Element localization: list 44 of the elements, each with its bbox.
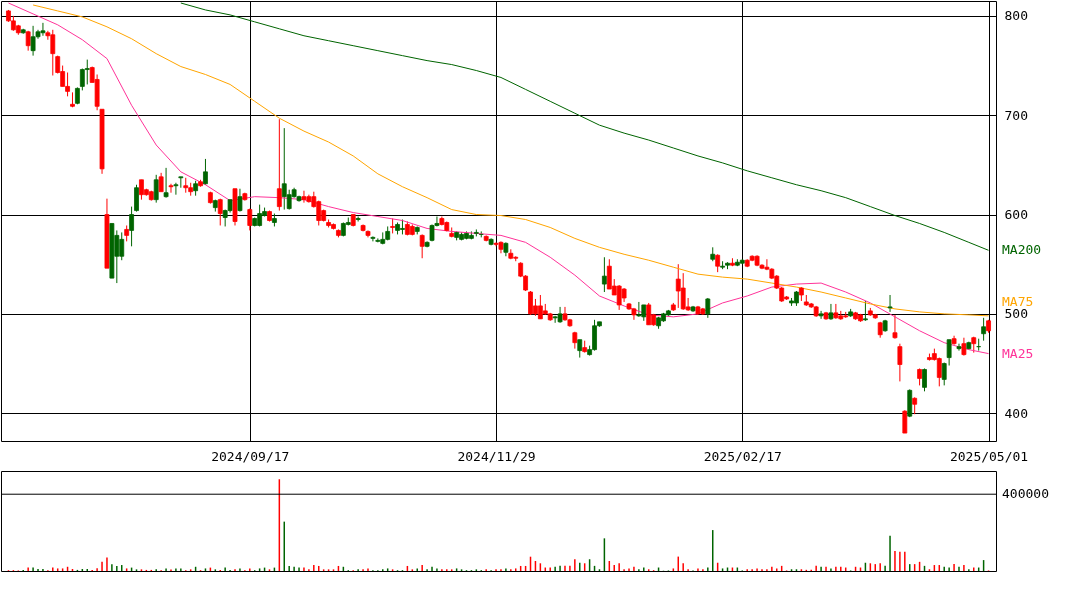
series-label: MA75 bbox=[1002, 293, 1034, 309]
candlestick bbox=[833, 303, 839, 320]
y-tick-label: 400 bbox=[1004, 405, 1028, 421]
candlestick bbox=[419, 233, 425, 259]
x-tick-label: 2025/05/01 bbox=[949, 448, 1029, 464]
x-tick-label: 2024/09/17 bbox=[211, 448, 290, 464]
x-tick-label: 2025/02/17 bbox=[703, 448, 782, 464]
candlestick bbox=[680, 272, 686, 311]
candlestick bbox=[129, 206, 134, 247]
candlestick bbox=[168, 183, 174, 194]
candlestick bbox=[956, 343, 962, 352]
candlestick bbox=[370, 235, 376, 242]
candlestick bbox=[601, 256, 607, 293]
candlestick bbox=[301, 190, 307, 204]
text: 400000 bbox=[1002, 486, 1049, 502]
series-label: MA25 bbox=[1002, 345, 1034, 361]
candlestick bbox=[892, 314, 898, 340]
candlestick bbox=[153, 174, 159, 204]
candlestick bbox=[203, 158, 208, 186]
candlestick bbox=[902, 409, 908, 434]
x-tick-label: 2024/11/29 bbox=[457, 448, 536, 464]
series-label: MA200 bbox=[1002, 242, 1042, 258]
candlestick bbox=[646, 302, 652, 326]
candlestick bbox=[173, 182, 179, 196]
candlestick bbox=[818, 310, 824, 320]
candlestick bbox=[237, 188, 243, 213]
candlestick bbox=[922, 367, 927, 392]
candlestick bbox=[217, 198, 223, 226]
candlestick bbox=[84, 59, 90, 85]
candlestick bbox=[276, 118, 282, 212]
y-tick-label: 700 bbox=[1004, 107, 1028, 123]
candlestick bbox=[981, 317, 987, 342]
candlestick bbox=[134, 184, 139, 213]
candlestick bbox=[828, 303, 834, 321]
y-tick-label: 500 bbox=[1004, 306, 1028, 322]
candlestick bbox=[897, 343, 903, 382]
candlestick bbox=[163, 167, 169, 199]
candlestick bbox=[158, 172, 164, 193]
candlestick bbox=[887, 294, 893, 313]
y-tick-label: 800 bbox=[1004, 8, 1028, 24]
line-series bbox=[180, 2, 990, 251]
candlestick bbox=[636, 301, 642, 318]
y-tick-label: 600 bbox=[1004, 207, 1028, 223]
candlestick bbox=[936, 357, 942, 387]
